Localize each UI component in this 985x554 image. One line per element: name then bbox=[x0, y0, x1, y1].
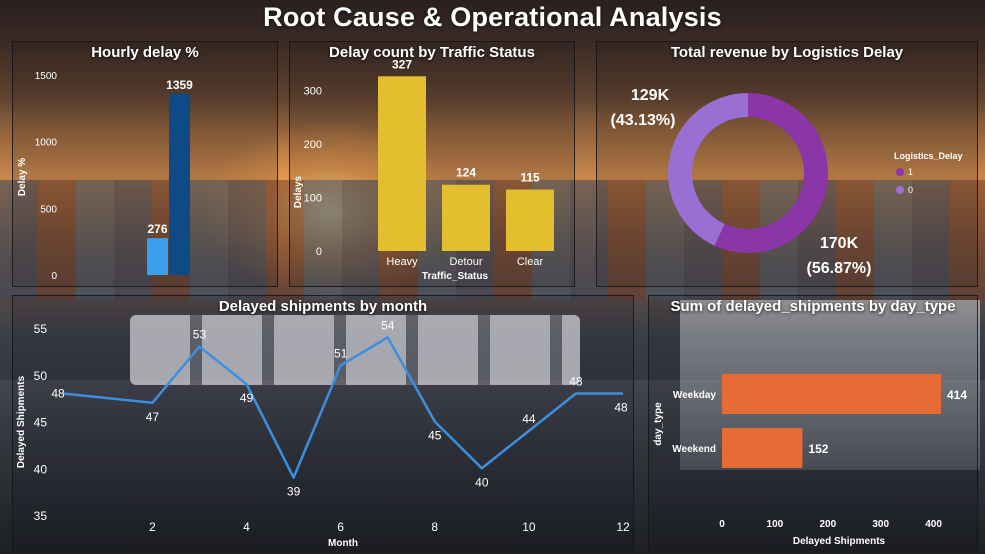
daytype-xtick: 100 bbox=[767, 519, 784, 530]
page-title: Root Cause & Operational Analysis bbox=[263, 2, 722, 32]
daytype-xtick: 0 bbox=[719, 519, 725, 530]
revenue-slice-label: 129K bbox=[631, 87, 670, 104]
hourly-ytick: 1000 bbox=[35, 138, 58, 149]
monthly-xtick: 2 bbox=[149, 520, 156, 534]
revenue-slice-pct: (43.13%) bbox=[611, 112, 676, 129]
monthly-xtick: 6 bbox=[337, 520, 344, 534]
revenue-legend-label: 0 bbox=[908, 185, 913, 195]
traffic-ytick: 100 bbox=[304, 193, 322, 205]
revenue-slice bbox=[714, 93, 828, 253]
daytype-title: Sum of delayed_shipments by day_type bbox=[670, 298, 956, 315]
monthly-point-label: 48 bbox=[51, 386, 65, 400]
traffic-xtick: Heavy bbox=[386, 256, 418, 268]
revenue-title: Total revenue by Logistics Delay bbox=[670, 44, 904, 61]
daytype-ylabel: day_type bbox=[653, 402, 664, 446]
revenue-donut-chart: 170K (56.87%) 129K (43.13%) Logistics_Delay 1… bbox=[611, 87, 963, 277]
monthly-ytick: 40 bbox=[34, 462, 48, 476]
monthly-ytick: 50 bbox=[34, 369, 48, 383]
traffic-bar-label: 327 bbox=[392, 57, 412, 71]
monthly-xtick: 4 bbox=[243, 520, 250, 534]
traffic-xtick: Detour bbox=[449, 256, 482, 268]
revenue-legend-marker bbox=[896, 168, 904, 176]
hourly-delay-title: Hourly delay % bbox=[91, 44, 199, 61]
monthly-panel[interactable]: Delayed shipments by month 35 40 45 50 55 2 4 6… bbox=[12, 295, 634, 551]
monthly-ytick: 55 bbox=[34, 322, 48, 336]
daytype-xlabel: Delayed Shipments bbox=[793, 536, 886, 547]
daytype-xtick: 200 bbox=[819, 519, 836, 530]
traffic-ylabel: Delays bbox=[293, 175, 304, 208]
monthly-point-label: 40 bbox=[475, 475, 489, 489]
traffic-bar bbox=[442, 184, 490, 251]
hourly-ylabel: Delay % bbox=[17, 158, 28, 196]
monthly-xtick: 8 bbox=[431, 520, 438, 534]
monthly-point-label: 51 bbox=[334, 346, 348, 360]
traffic-ytick: 0 bbox=[316, 246, 322, 258]
revenue-panel[interactable]: Total revenue by Logistics Delay 170K (56… bbox=[596, 41, 978, 287]
traffic-ytick: 200 bbox=[304, 139, 322, 151]
revenue-slice bbox=[668, 93, 748, 246]
monthly-point-label: 39 bbox=[287, 485, 301, 499]
revenue-legend-label: 1 bbox=[908, 167, 913, 177]
monthly-line-chart: 35 40 45 50 55 2 4 6 8 10 12 Delayed Shipments Month… bbox=[16, 318, 630, 549]
hourly-delay-panel[interactable]: Hourly delay % 0 500 1000 1500 Delay % 276 135… bbox=[12, 41, 278, 287]
monthly-xtick: 12 bbox=[616, 520, 630, 534]
traffic-bar-label: 124 bbox=[456, 166, 476, 180]
monthly-xtick: 10 bbox=[522, 520, 536, 534]
daytype-category-label: Weekend bbox=[672, 444, 716, 455]
traffic-bar-label: 115 bbox=[520, 171, 540, 185]
traffic-xlabel: Traffic_Status bbox=[422, 271, 489, 282]
traffic-bar bbox=[506, 189, 554, 251]
daytype-bar bbox=[722, 428, 803, 468]
monthly-point-label: 45 bbox=[428, 429, 442, 443]
traffic-bar bbox=[378, 76, 426, 251]
monthly-ylabel: Delayed Shipments bbox=[16, 375, 27, 468]
traffic-ytick: 300 bbox=[304, 86, 322, 98]
traffic-status-title: Delay count by Traffic Status bbox=[329, 44, 535, 61]
monthly-point-label: 48 bbox=[614, 400, 628, 414]
monthly-point-label: 53 bbox=[193, 328, 207, 342]
hourly-bar bbox=[147, 238, 168, 275]
traffic-status-chart: 0 100 200 300 Delays 327 Heavy 124 Detour 115 Clea… bbox=[293, 57, 554, 282]
daytype-bar-label: 414 bbox=[947, 388, 967, 402]
monthly-title: Delayed shipments by month bbox=[218, 298, 428, 315]
traffic-status-panel[interactable]: Delay count by Traffic Status 0 100 200 300… bbox=[289, 41, 575, 287]
monthly-series-line bbox=[62, 336, 623, 479]
daytype-bar-chart: 0 100 200 300 400 Delayed Shipments day_type We… bbox=[653, 374, 967, 547]
monthly-point-label: 47 bbox=[146, 410, 160, 424]
daytype-bar-label: 152 bbox=[808, 442, 828, 456]
revenue-slice-pct: (56.87%) bbox=[807, 260, 872, 277]
monthly-point-label: 54 bbox=[381, 318, 395, 332]
monthly-ytick: 45 bbox=[34, 416, 48, 430]
monthly-point-label: 48 bbox=[569, 374, 583, 388]
hourly-ytick: 500 bbox=[40, 204, 57, 215]
monthly-point-label: 44 bbox=[522, 412, 536, 426]
traffic-xtick: Clear bbox=[517, 256, 544, 268]
hourly-bar-label: 276 bbox=[147, 222, 167, 236]
revenue-legend-title: Logistics_Delay bbox=[894, 151, 963, 161]
revenue-slice-label: 170K bbox=[820, 235, 859, 252]
daytype-xtick: 400 bbox=[925, 519, 942, 530]
monthly-point-label: 49 bbox=[240, 391, 254, 405]
hourly-ytick: 0 bbox=[51, 271, 57, 282]
hourly-delay-chart: 0 500 1000 1500 Delay % 276 1359 bbox=[17, 71, 193, 282]
daytype-category-label: Weekday bbox=[673, 390, 717, 401]
daytype-bar bbox=[722, 374, 941, 414]
monthly-xlabel: Month bbox=[328, 538, 358, 549]
daytype-xtick: 300 bbox=[872, 519, 889, 530]
hourly-ytick: 1500 bbox=[35, 71, 58, 82]
daytype-panel[interactable]: Sum of delayed_shipments by day_type 0 10… bbox=[648, 295, 978, 551]
revenue-legend-marker bbox=[896, 186, 904, 194]
hourly-bar-label: 1359 bbox=[166, 78, 193, 92]
hourly-bar bbox=[169, 93, 190, 275]
monthly-ytick: 35 bbox=[34, 509, 48, 523]
